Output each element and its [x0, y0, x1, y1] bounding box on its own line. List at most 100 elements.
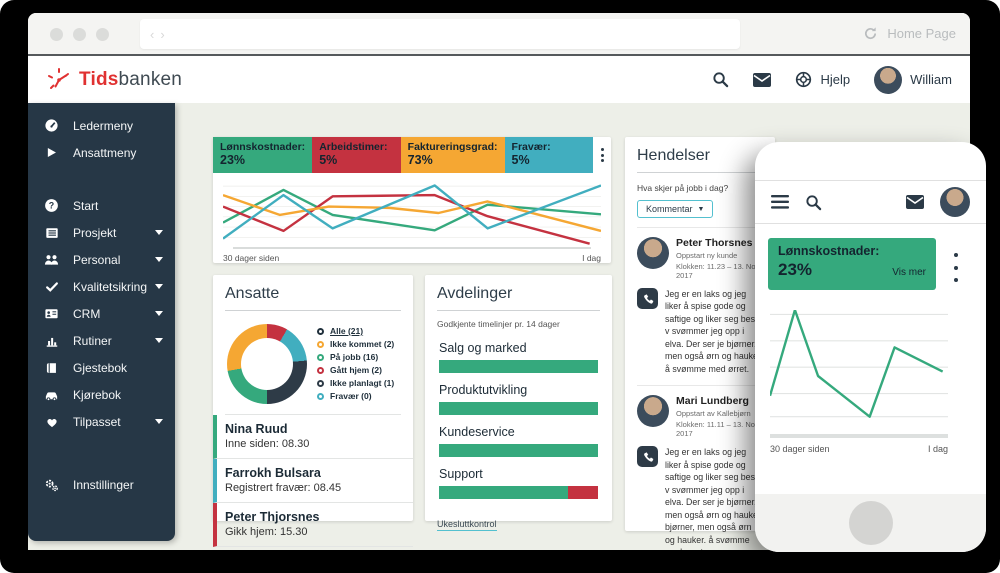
progress-approved: [439, 486, 568, 499]
dashboard: Lønnskostnader: 23% Arbeidstimer: 5% Fakture…: [175, 103, 970, 550]
ansatte-card: Ansatte Alle (21) Ikke kommet (2) På jobb …: [213, 275, 413, 547]
back-icon[interactable]: ‹: [150, 26, 161, 42]
sidebar-item-kvalitetsikring[interactable]: Kvalitetsikring: [28, 273, 175, 300]
sidebar-item-personal[interactable]: Personal: [28, 246, 175, 273]
phone-bottom-bezel: [755, 494, 986, 552]
chart-baseline: [233, 247, 591, 249]
series-fravaer: [223, 185, 601, 238]
chevron-down-icon: [155, 311, 163, 316]
comment-dropdown[interactable]: Kommentar ▼: [637, 200, 714, 218]
employee-row-farrokh-bulsara[interactable]: Farrokh Bulsara Registrert fravær: 08.45: [213, 459, 413, 503]
event-subject: Oppstart av Kallebjørn: [676, 409, 751, 419]
sidebar-item-innstillinger[interactable]: Innstillinger: [28, 471, 175, 498]
traffic-light-dot[interactable]: [73, 28, 86, 41]
question-icon: ?: [44, 198, 59, 213]
week-end-control-link[interactable]: Ukesluttkontrol: [437, 519, 497, 531]
kpi-tile-lonnskostnader[interactable]: Lønnskostnader: 23%: [213, 137, 313, 173]
employee-row-nina-ruud[interactable]: Nina Ruud Inne siden: 08.30: [213, 415, 413, 459]
forward-icon[interactable]: ›: [160, 26, 171, 42]
legend-ring-icon: [317, 379, 324, 387]
series-arbeidstimer: [223, 195, 590, 244]
legend-ring-icon: [317, 327, 324, 335]
phone-kpi-card[interactable]: Lønnskostnader: 23% Vis mer: [768, 238, 936, 290]
phone-icon: [637, 446, 658, 468]
avatar[interactable]: [940, 187, 970, 217]
help-button[interactable]: Hjelp: [795, 71, 850, 88]
department-support: Support: [437, 467, 600, 499]
traffic-light-dot[interactable]: [96, 28, 109, 41]
ansatte-title: Ansatte: [225, 285, 401, 311]
comment-dropdown-label: Kommentar: [646, 204, 693, 214]
department-label: Produktutvikling: [439, 383, 528, 397]
employee-status: Inne siden: 08.30: [225, 438, 310, 450]
legend-item-pa-jobb-16[interactable]: På jobb (16): [317, 352, 394, 362]
search-icon[interactable]: [805, 194, 822, 211]
kpi-tile-fravaer[interactable]: Fravær: 5%: [504, 137, 594, 173]
sidebar-item-crm[interactable]: CRM: [28, 300, 175, 327]
sidebar-gap: [28, 435, 175, 471]
kpi-label: Fravær:: [511, 141, 551, 153]
sidebar-item-label: Ledermeny: [73, 118, 134, 133]
traffic-light-dot[interactable]: [50, 28, 63, 41]
legend-label: På jobb (16): [330, 352, 379, 362]
sidebar-item-prosjekt[interactable]: Prosjekt: [28, 219, 175, 246]
sidebar-item-rutiner[interactable]: Rutiner: [28, 327, 175, 354]
legend-item-gatt-hjem-2[interactable]: Gått hjem (2): [317, 365, 394, 375]
employees-donut-chart: [227, 323, 307, 404]
x-axis-start-label: 30 dager siden: [223, 253, 280, 263]
check-icon: [44, 279, 59, 294]
progress-approved: [439, 360, 598, 373]
legend-label: Alle (21): [330, 326, 364, 336]
chevron-down-icon: [155, 338, 163, 343]
sidebar-item-start[interactable]: ? Start: [28, 192, 175, 219]
x-axis-start-label: 30 dager siden: [770, 444, 830, 454]
url-bar[interactable]: ‹ ›: [140, 19, 740, 49]
event-item-mari-lundberg: Mari Lundberg Oppstart av Kallebjørn Klokk…: [637, 385, 763, 550]
bar-chart-icon: [44, 333, 59, 348]
users-icon: [44, 252, 59, 267]
department-produktutvikling: Produktutvikling: [437, 383, 600, 415]
event-text: Jeg er en laks og jeg liker å spise gode…: [665, 447, 763, 550]
mail-icon[interactable]: [906, 195, 924, 209]
help-label: Hjelp: [820, 72, 851, 87]
menu-icon[interactable]: [771, 195, 789, 209]
help-icon: [796, 71, 812, 88]
kpi-tile-arbeidstimer[interactable]: Arbeidstimer: 5%: [312, 137, 401, 173]
kpi-line-chart: [223, 181, 601, 245]
phone-show-more-link[interactable]: Vis mer: [892, 267, 926, 278]
kebab-menu-icon[interactable]: [947, 250, 965, 285]
home-page-label[interactable]: Home Page: [887, 26, 956, 41]
legend-ring-icon: [317, 392, 324, 400]
kebab-menu-icon[interactable]: [593, 137, 611, 173]
legend-label: Fravær (0): [330, 391, 372, 401]
legend-ring-icon: [317, 353, 324, 361]
sidebar-item-kjorebok[interactable]: Kjørebok: [28, 381, 175, 408]
refresh-icon[interactable]: [863, 26, 878, 41]
series-lonnskostnader: [770, 310, 943, 417]
sidebar-item-label: Kjørebok: [73, 387, 122, 402]
sidebar-item-gjestebok[interactable]: Gjestebok: [28, 354, 175, 381]
progress-missing: [567, 486, 598, 499]
sidebar-item-ledermeny[interactable]: Ledermeny: [28, 112, 175, 139]
legend-item-ikke-planlagt-1[interactable]: Ikke planlagt (1): [317, 378, 394, 388]
phone-kpi-value: 23%: [778, 260, 813, 279]
search-icon[interactable]: [712, 71, 729, 88]
chevron-down-icon: [155, 284, 163, 289]
employee-name: Farrokh Bulsara: [225, 466, 321, 480]
department-progress-bar: [439, 486, 598, 499]
hendelser-prompt: Hva skjer på jobb i dag?: [637, 183, 729, 193]
avatar: [874, 65, 903, 94]
sidebar-item-label: CRM: [73, 306, 101, 321]
sidebar-item-tilpasset[interactable]: Tilpasset: [28, 408, 175, 435]
home-button[interactable]: [848, 501, 893, 545]
app-logo[interactable]: Tidsbanken: [46, 67, 182, 93]
legend-item-fravaer-0[interactable]: Fravær (0): [317, 391, 394, 401]
kpi-tile-faktureringsgrad[interactable]: Faktureringsgrad: 73%: [400, 137, 505, 173]
id-card-icon: [44, 306, 59, 321]
user-menu[interactable]: William: [874, 65, 952, 94]
legend-item-ikke-kommet-2[interactable]: Ikke kommet (2): [317, 339, 394, 349]
employee-row-peter-thjorsnes[interactable]: Peter Thjorsnes Gikk hjem: 15.30: [213, 503, 413, 547]
mail-icon[interactable]: [753, 72, 772, 87]
sidebar-item-ansattmeny[interactable]: Ansattmeny: [28, 139, 175, 166]
legend-item-alle-21[interactable]: Alle (21): [317, 326, 394, 336]
